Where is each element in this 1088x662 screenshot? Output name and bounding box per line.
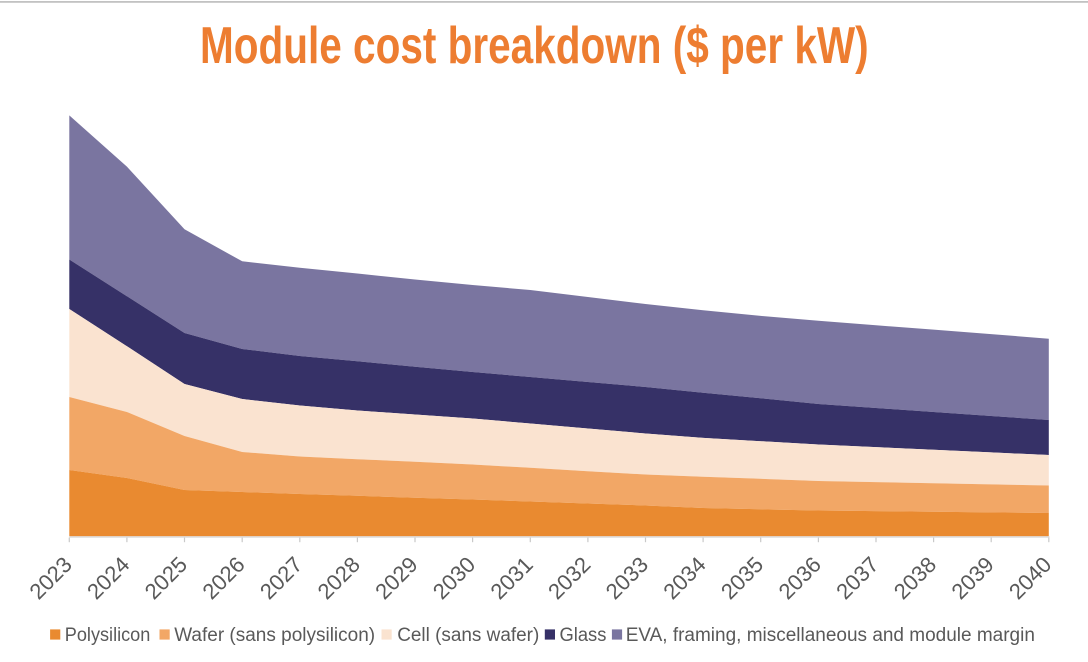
svg-text:Polysilicon: Polysilicon (65, 625, 151, 646)
svg-text:EVA, framing, miscellaneous an: EVA, framing, miscellaneous and module m… (626, 625, 1035, 646)
svg-text:Cell (sans wafer): Cell (sans wafer) (397, 625, 539, 646)
svg-text:Module cost breakdown ($ per k: Module cost breakdown ($ per kW) (200, 16, 869, 74)
svg-text:Wafer (sans polysilicon): Wafer (sans polysilicon) (174, 625, 375, 646)
svg-text:Glass: Glass (560, 625, 607, 646)
